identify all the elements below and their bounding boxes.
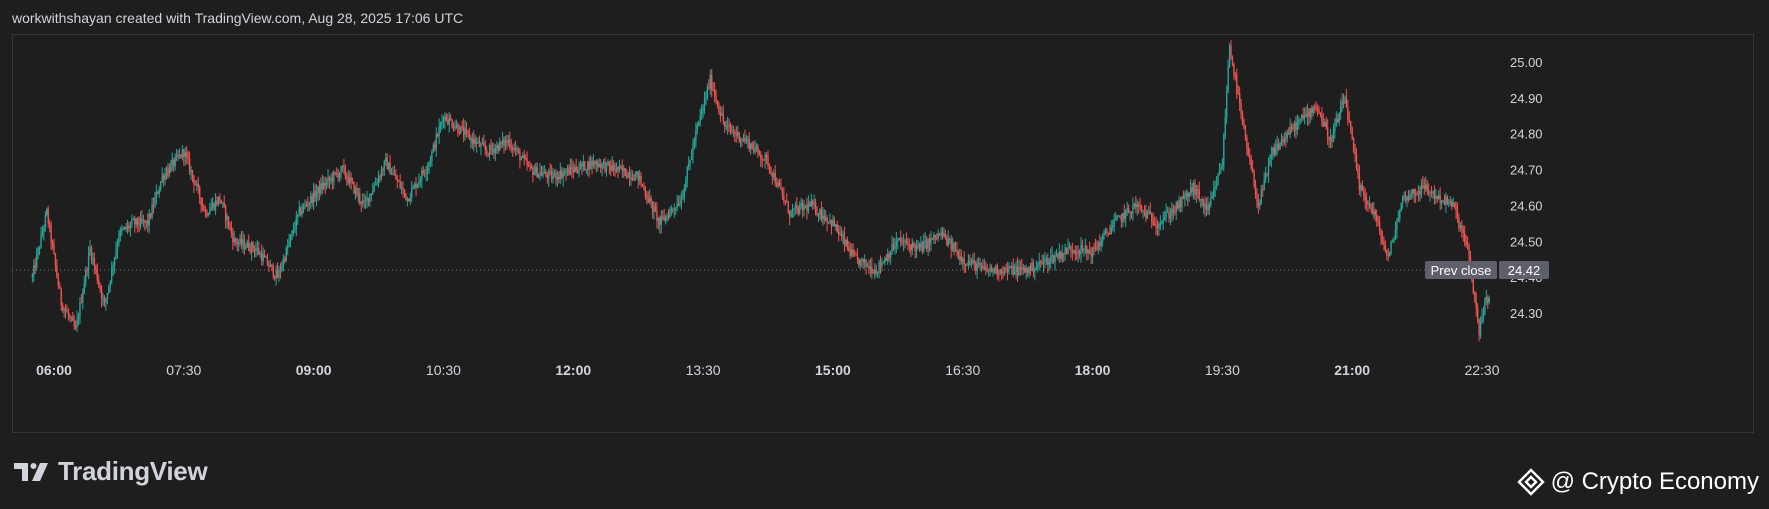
y-tick-label: 25.00 xyxy=(1510,55,1543,70)
y-tick-label: 24.50 xyxy=(1510,234,1543,249)
x-tick-label: 10:30 xyxy=(426,362,461,378)
tradingview-logo-icon xyxy=(14,462,48,481)
x-tick-label: 21:00 xyxy=(1334,362,1370,378)
x-tick-label: 16:30 xyxy=(945,362,980,378)
crypto-economy-watermark: @ Crypto Economy xyxy=(1516,468,1759,496)
prev-close-value-text: 24.42 xyxy=(1508,263,1541,278)
x-tick-label: 22:30 xyxy=(1464,362,1499,378)
x-tick-label: 06:00 xyxy=(36,362,72,378)
x-tick-label: 18:00 xyxy=(1075,362,1111,378)
tradingview-wordmark: TradingView xyxy=(58,456,208,486)
y-tick-label: 24.70 xyxy=(1510,163,1543,178)
y-tick-label: 24.60 xyxy=(1510,198,1543,213)
x-tick-label: 12:00 xyxy=(555,362,591,378)
prev-close-value-bg xyxy=(1499,260,1549,279)
diamond-logo-icon xyxy=(1516,468,1545,496)
tradingview-brand[interactable]: TradingView xyxy=(14,456,208,487)
prev-close-label: Prev close 24.42 xyxy=(1425,260,1549,279)
prev-close-label-bg xyxy=(1425,260,1497,279)
x-tick-label: 09:00 xyxy=(296,362,332,378)
y-tick-label: 24.80 xyxy=(1510,127,1543,142)
x-tick-label: 07:30 xyxy=(166,362,201,378)
chart-caption: workwithshayan created with TradingView.… xyxy=(12,10,464,26)
y-tick-label: 24.90 xyxy=(1510,91,1543,106)
candles xyxy=(31,40,1490,342)
x-tick-label: 19:30 xyxy=(1205,362,1240,378)
x-tick-label: 13:30 xyxy=(686,362,721,378)
prev-close-label-text: Prev close xyxy=(1431,263,1492,278)
x-tick-label: 15:00 xyxy=(815,362,851,378)
watermark-text: @ Crypto Economy xyxy=(1550,468,1759,495)
y-tick-label: 24.30 xyxy=(1510,306,1543,321)
